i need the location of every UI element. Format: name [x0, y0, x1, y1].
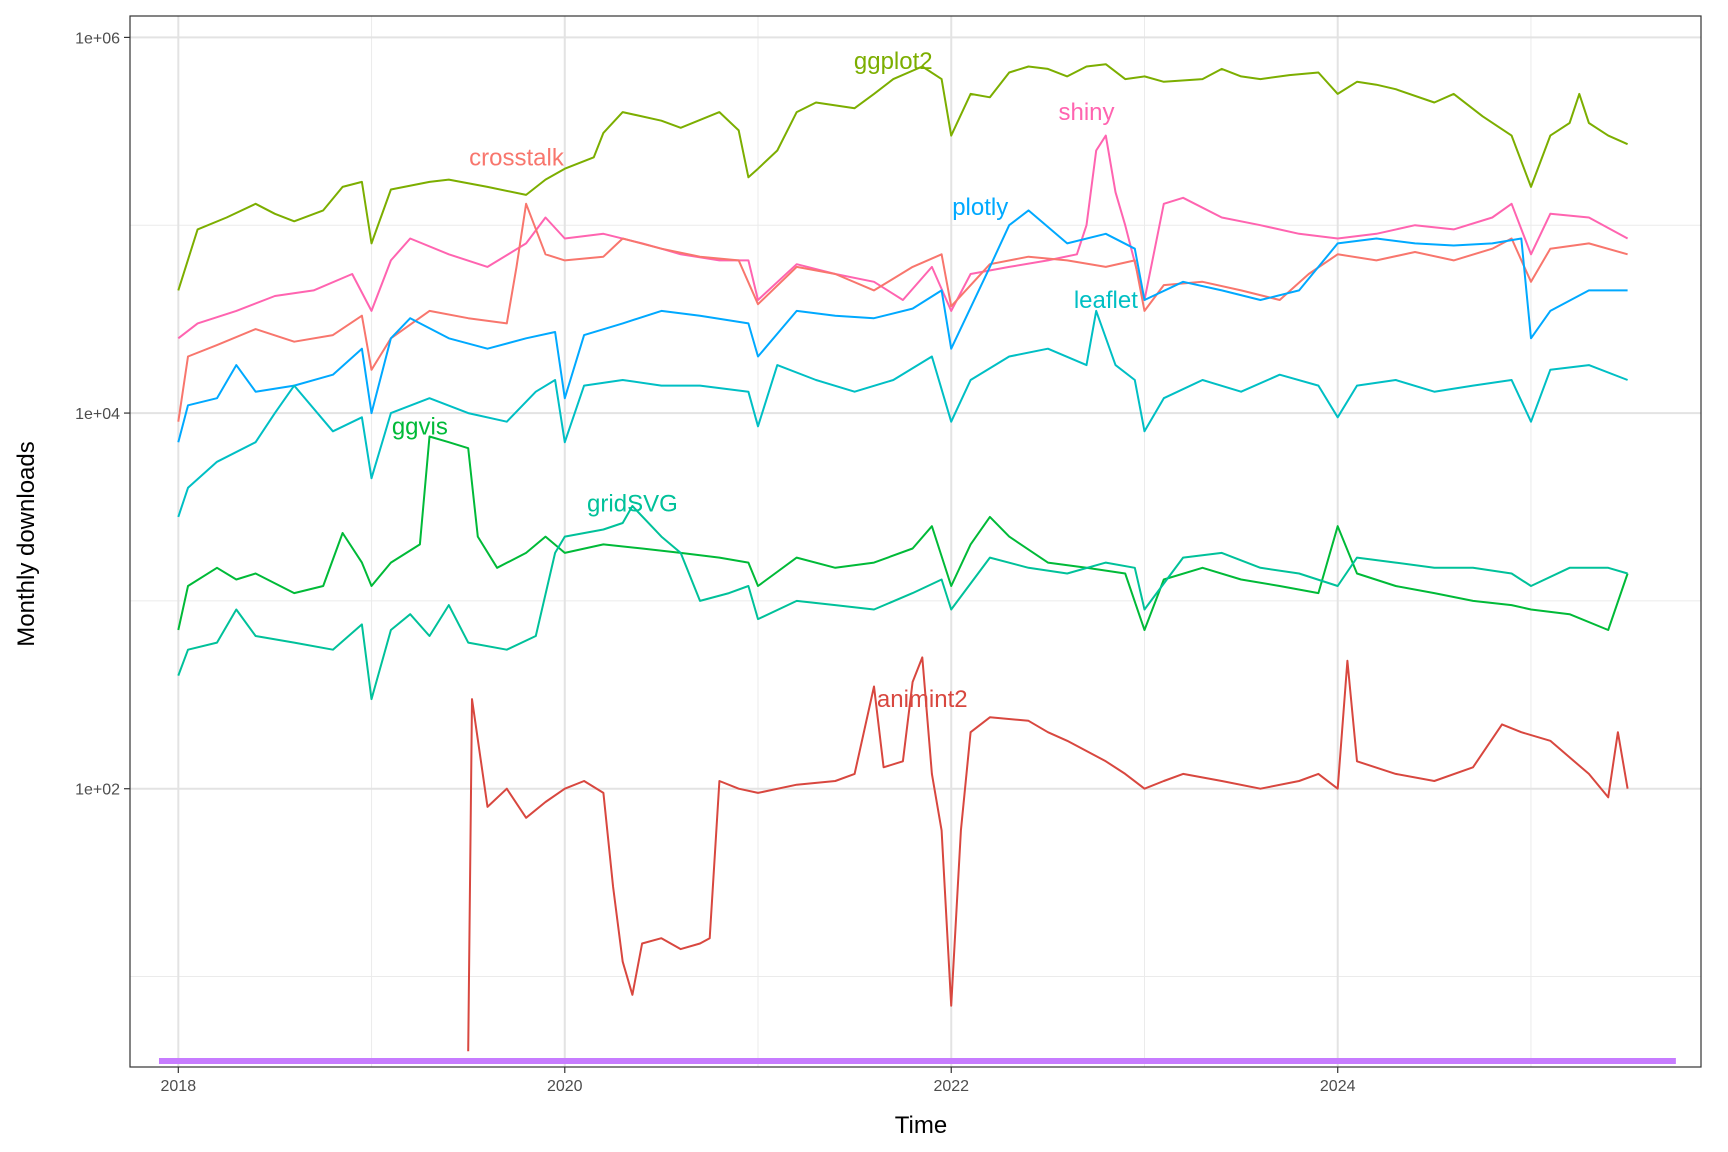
- series-line-plotly: [177, 209, 1628, 443]
- series-line-animint2: [467, 656, 1629, 1052]
- y-axis-title: Monthly downloads: [13, 441, 40, 646]
- series-label-ggvis: ggvis: [392, 413, 448, 440]
- zero-baseline-band-rect: [158, 1058, 1676, 1064]
- x-tick-label: 2018: [161, 1078, 197, 1095]
- series-label-gridSVG: gridSVG: [587, 491, 678, 518]
- series-labels: ggplot2 shiny crosstalk plotly leaflet ggvis g…: [392, 48, 1138, 713]
- zero-baseline-band: [158, 1058, 1676, 1064]
- x-tick-label: 2022: [933, 1078, 969, 1095]
- plot-panel-border: [129, 15, 1702, 1068]
- series-line-ggplot2: [177, 63, 1629, 291]
- series-label-ggplot2: ggplot2: [854, 48, 933, 75]
- series-label-leaflet: leaflet: [1074, 287, 1138, 314]
- x-axis-title: Time: [895, 1112, 947, 1139]
- series-line-shiny: [177, 134, 1629, 340]
- x-tick-label: 2020: [547, 1078, 583, 1095]
- series-label-crosstalk: crosstalk: [469, 144, 565, 171]
- series-line-ggvis: [177, 435, 1629, 631]
- y-tick-label: 1e+02: [75, 782, 120, 799]
- series-label-shiny: shiny: [1058, 99, 1114, 126]
- series-line-leaflet: [177, 309, 1628, 518]
- y-tick-label: 1e+06: [75, 30, 120, 47]
- series-label-animint2: animint2: [877, 686, 968, 713]
- grid: [130, 16, 1701, 1067]
- x-tick-label: 2024: [1320, 1078, 1356, 1095]
- axes: 2018 2020 2022 2024 1e+02 1e+04 1e+06: [75, 30, 1356, 1095]
- y-tick-label: 1e+04: [75, 406, 120, 423]
- series-label-plotly: plotly: [952, 194, 1008, 221]
- series-line-gridSVG: [177, 505, 1628, 701]
- series-group: [177, 63, 1629, 1052]
